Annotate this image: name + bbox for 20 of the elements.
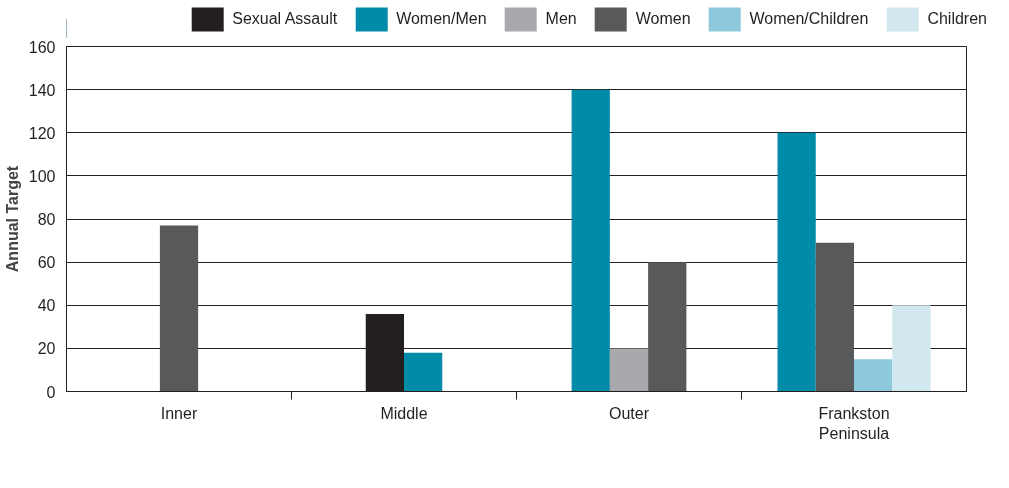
x-tick-label: Outer: [608, 404, 650, 422]
x-tick-label: Frankston Peninsula: [818, 404, 890, 442]
y-tick-label: 0: [46, 383, 56, 401]
legend-label: Sexual Assault: [232, 10, 338, 28]
y-tick-label: 140: [28, 81, 56, 99]
y-tick-label: 80: [37, 211, 56, 228]
legend-label: Women/Children: [749, 10, 869, 28]
legend-label: Women: [635, 10, 691, 28]
y-tick-label: 160: [28, 38, 56, 56]
legend-label: Men: [545, 10, 577, 28]
y-tick-label: 20: [37, 340, 56, 358]
y-tick-label: 100: [28, 167, 56, 185]
legend-label: Women/Men: [396, 10, 487, 28]
y-tick-label: 60: [37, 254, 56, 272]
y-tick-label: 40: [37, 297, 56, 315]
legend-label: Children: [927, 10, 987, 28]
x-tick-label: Inner: [160, 404, 198, 422]
x-tick-label: Middle: [380, 404, 428, 422]
y-tick-label: 120: [28, 124, 56, 142]
y-axis-title: Annual Target: [3, 165, 21, 273]
